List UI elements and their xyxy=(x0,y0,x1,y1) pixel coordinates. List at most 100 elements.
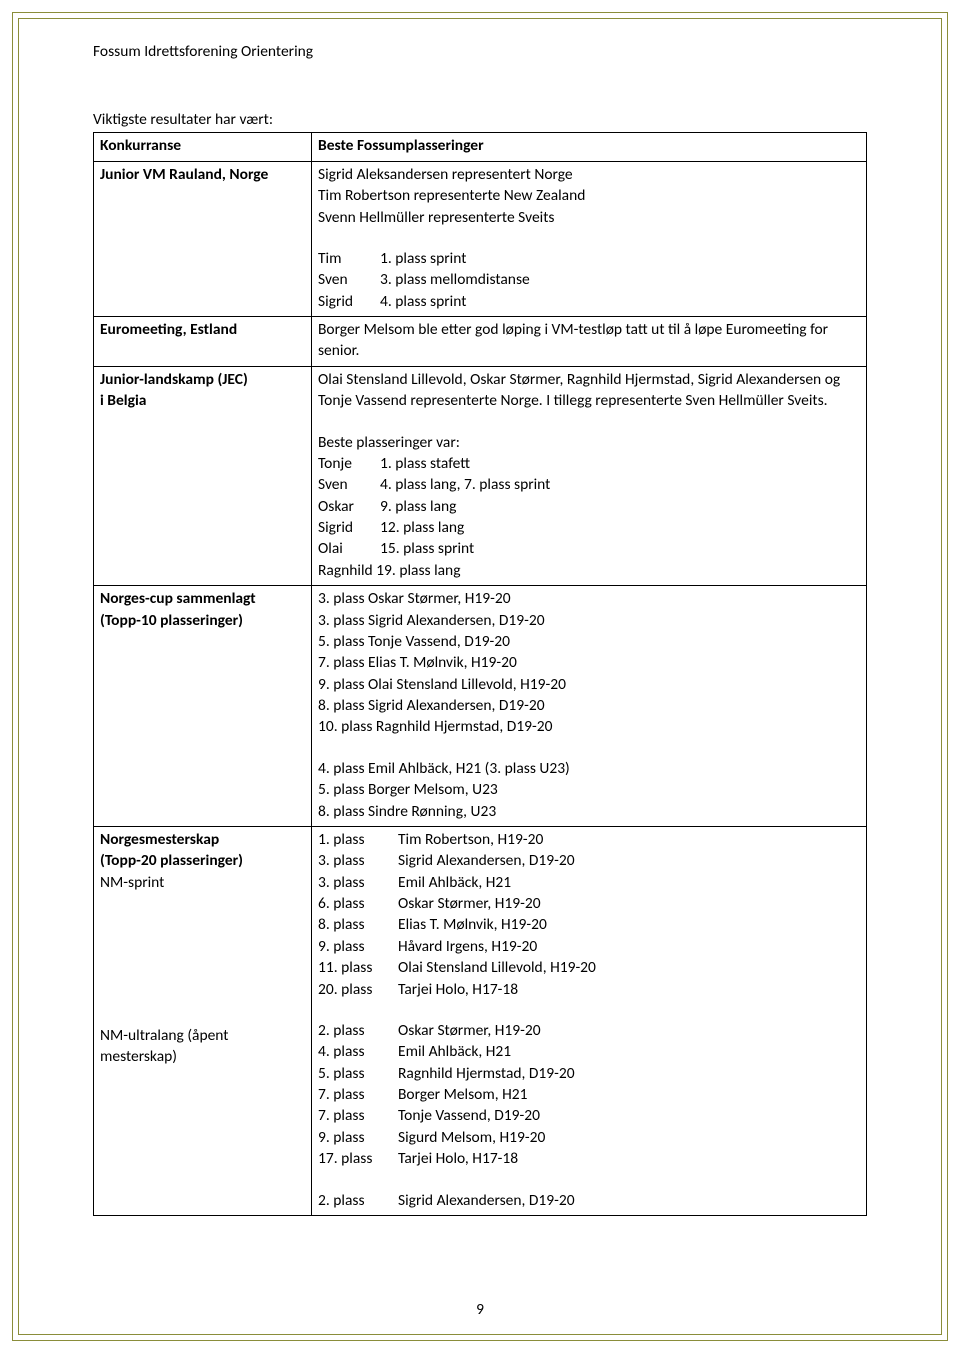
result-line: 10. plass Ragnhild Hjermstad, D19-20 xyxy=(318,716,860,737)
competition-name: Junior VM Rauland, Norge xyxy=(100,165,268,184)
competition-name: Junior-landskamp (JEC) xyxy=(100,369,305,390)
competition-name: (Topp-20 plasseringer) xyxy=(100,850,305,871)
col-header-left: Konkurranse xyxy=(94,133,312,161)
result-line: Ragnhild 19. plass lang xyxy=(318,560,860,581)
result-line: Sigrid Aleksandersen representert Norge xyxy=(318,164,860,185)
place: 4. plass xyxy=(318,1041,398,1062)
place: 6. plass xyxy=(318,893,398,914)
page: Fossum Idrettsforening Orientering Vikti… xyxy=(0,0,960,1353)
name: Oskar xyxy=(318,496,380,517)
result-line: Sigrid12. plass lang xyxy=(318,517,860,538)
table-row: Junior-landskamp (JEC) i Belgia Olai Ste… xyxy=(94,366,867,585)
place: 2. plass xyxy=(318,1020,398,1041)
placement: 9. plass lang xyxy=(380,497,456,516)
place: 9. plass xyxy=(318,1127,398,1148)
competition-name: (Topp-10 plasseringer) xyxy=(100,610,305,631)
competition-name: Euromeeting, Estland xyxy=(100,320,237,339)
result-line: Oskar9. plass lang xyxy=(318,496,860,517)
who: Sigurd Melsom, H19-20 xyxy=(398,1128,545,1147)
name: Tonje xyxy=(318,453,380,474)
place: 2. plass xyxy=(318,1190,398,1211)
result-line: 9. plassSigurd Melsom, H19-20 xyxy=(318,1127,860,1148)
result-line: 3. plassEmil Ahlbäck, H21 xyxy=(318,872,860,893)
who: Emil Ahlbäck, H21 xyxy=(398,1042,511,1061)
cell-left: Euromeeting, Estland xyxy=(94,317,312,367)
cell-right: Borger Melsom ble etter god løping i VM-… xyxy=(312,317,867,367)
cell-left: Norgesmesterskap (Topp-20 plasseringer) … xyxy=(94,826,312,1215)
table-header-row: Konkurranse Beste Fossumplasseringer xyxy=(94,133,867,161)
name: Olai xyxy=(318,538,380,559)
cell-left: Norges-cup sammenlagt (Topp-10 plasserin… xyxy=(94,586,312,827)
result-line: 11. plassOlai Stensland Lillevold, H19-2… xyxy=(318,957,860,978)
result-line: 20. plassTarjei Holo, H17-18 xyxy=(318,979,860,1000)
who: Tonje Vassend, D19-20 xyxy=(398,1106,540,1125)
result-line: 4. plass Emil Ahlbäck, H21 (3. plass U23… xyxy=(318,758,860,779)
result-line: 5. plass Borger Melsom, U23 xyxy=(318,779,860,800)
result-subintro: Beste plasseringer var: xyxy=(318,432,860,453)
result-line: 1. plassTim Robertson, H19-20 xyxy=(318,829,860,850)
result-line: Olai15. plass sprint xyxy=(318,538,860,559)
spacer xyxy=(100,893,305,1025)
who: Sigrid Alexandersen, D19-20 xyxy=(398,1191,575,1210)
result-line: 9. plass Olai Stensland Lillevold, H19-2… xyxy=(318,674,860,695)
result-line: 2. plassSigrid Alexandersen, D19-20 xyxy=(318,1190,860,1211)
result-line: 3. plassSigrid Alexandersen, D19-20 xyxy=(318,850,860,871)
result-line: Tonje1. plass stafett xyxy=(318,453,860,474)
cell-right: Olai Stensland Lillevold, Oskar Størmer,… xyxy=(312,366,867,585)
result-line: 7. plassTonje Vassend, D19-20 xyxy=(318,1105,860,1126)
result-line: 8. plassElias T. Mølnvik, H19-20 xyxy=(318,914,860,935)
result-line: 9. plassHåvard Irgens, H19-20 xyxy=(318,936,860,957)
who: Sigrid Alexandersen, D19-20 xyxy=(398,851,575,870)
result-line: 3. plass Oskar Størmer, H19-20 xyxy=(318,588,860,609)
result-line: 7. plass Elias T. Mølnvik, H19-20 xyxy=(318,652,860,673)
place: 7. plass xyxy=(318,1105,398,1126)
result-line: Tim1. plass sprint xyxy=(318,248,860,269)
spacer xyxy=(318,412,860,432)
placement: 15. plass sprint xyxy=(380,539,474,558)
result-line: 4. plassEmil Ahlbäck, H21 xyxy=(318,1041,860,1062)
placement: 12. plass lang xyxy=(380,518,464,537)
place: 3. plass xyxy=(318,850,398,871)
place: 8. plass xyxy=(318,914,398,935)
cell-left: Junior-landskamp (JEC) i Belgia xyxy=(94,366,312,585)
spacer xyxy=(318,1000,860,1020)
table-row: Norgesmesterskap (Topp-20 plasseringer) … xyxy=(94,826,867,1215)
place: 3. plass xyxy=(318,872,398,893)
page-number: 9 xyxy=(0,1300,960,1319)
result-line: Svenn Hellmüller representerte Sveits xyxy=(318,207,860,228)
intro-text: Viktigste resultater har vært: xyxy=(93,109,867,130)
result-line: 6. plassOskar Størmer, H19-20 xyxy=(318,893,860,914)
place: 5. plass xyxy=(318,1063,398,1084)
result-line: 5. plassRagnhild Hjermstad, D19-20 xyxy=(318,1063,860,1084)
place: 20. plass xyxy=(318,979,398,1000)
table-row: Junior VM Rauland, Norge Sigrid Aleksand… xyxy=(94,161,867,316)
spacer xyxy=(318,738,860,758)
result-line: Sven4. plass lang, 7. plass sprint xyxy=(318,474,860,495)
spacer xyxy=(318,1170,860,1190)
result-line: 7. plassBorger Melsom, H21 xyxy=(318,1084,860,1105)
cell-left: Junior VM Rauland, Norge xyxy=(94,161,312,316)
name: Sven xyxy=(318,474,380,495)
result-line: Sigrid4. plass sprint xyxy=(318,291,860,312)
place: 7. plass xyxy=(318,1084,398,1105)
result-line: Olai Stensland Lillevold, Oskar Størmer,… xyxy=(318,369,860,412)
who: Tarjei Holo, H17-18 xyxy=(398,1149,518,1168)
place: 11. plass xyxy=(318,957,398,978)
placement: 4. plass sprint xyxy=(380,292,466,311)
content: Viktigste resultater har vært: Konkurran… xyxy=(93,109,867,1216)
result-line: Sven3. plass mellomdistanse xyxy=(318,269,860,290)
name: Tim xyxy=(318,248,380,269)
table-row: Norges-cup sammenlagt (Topp-10 plasserin… xyxy=(94,586,867,827)
who: Emil Ahlbäck, H21 xyxy=(398,873,511,892)
who: Oskar Størmer, H19-20 xyxy=(398,1021,541,1040)
competition-name: i Belgia xyxy=(100,390,305,411)
result-line: 17. plassTarjei Holo, H17-18 xyxy=(318,1148,860,1169)
results-table: Konkurranse Beste Fossumplasseringer Jun… xyxy=(93,132,867,1216)
result-line: 8. plass Sindre Rønning, U23 xyxy=(318,801,860,822)
who: Ragnhild Hjermstad, D19-20 xyxy=(398,1064,575,1083)
placement: 4. plass lang, 7. plass sprint xyxy=(380,475,550,494)
competition-subname: mesterskap) xyxy=(100,1046,305,1067)
name: Sven xyxy=(318,269,380,290)
place: 1. plass xyxy=(318,829,398,850)
result-line: 3. plass Sigrid Alexandersen, D19-20 xyxy=(318,610,860,631)
